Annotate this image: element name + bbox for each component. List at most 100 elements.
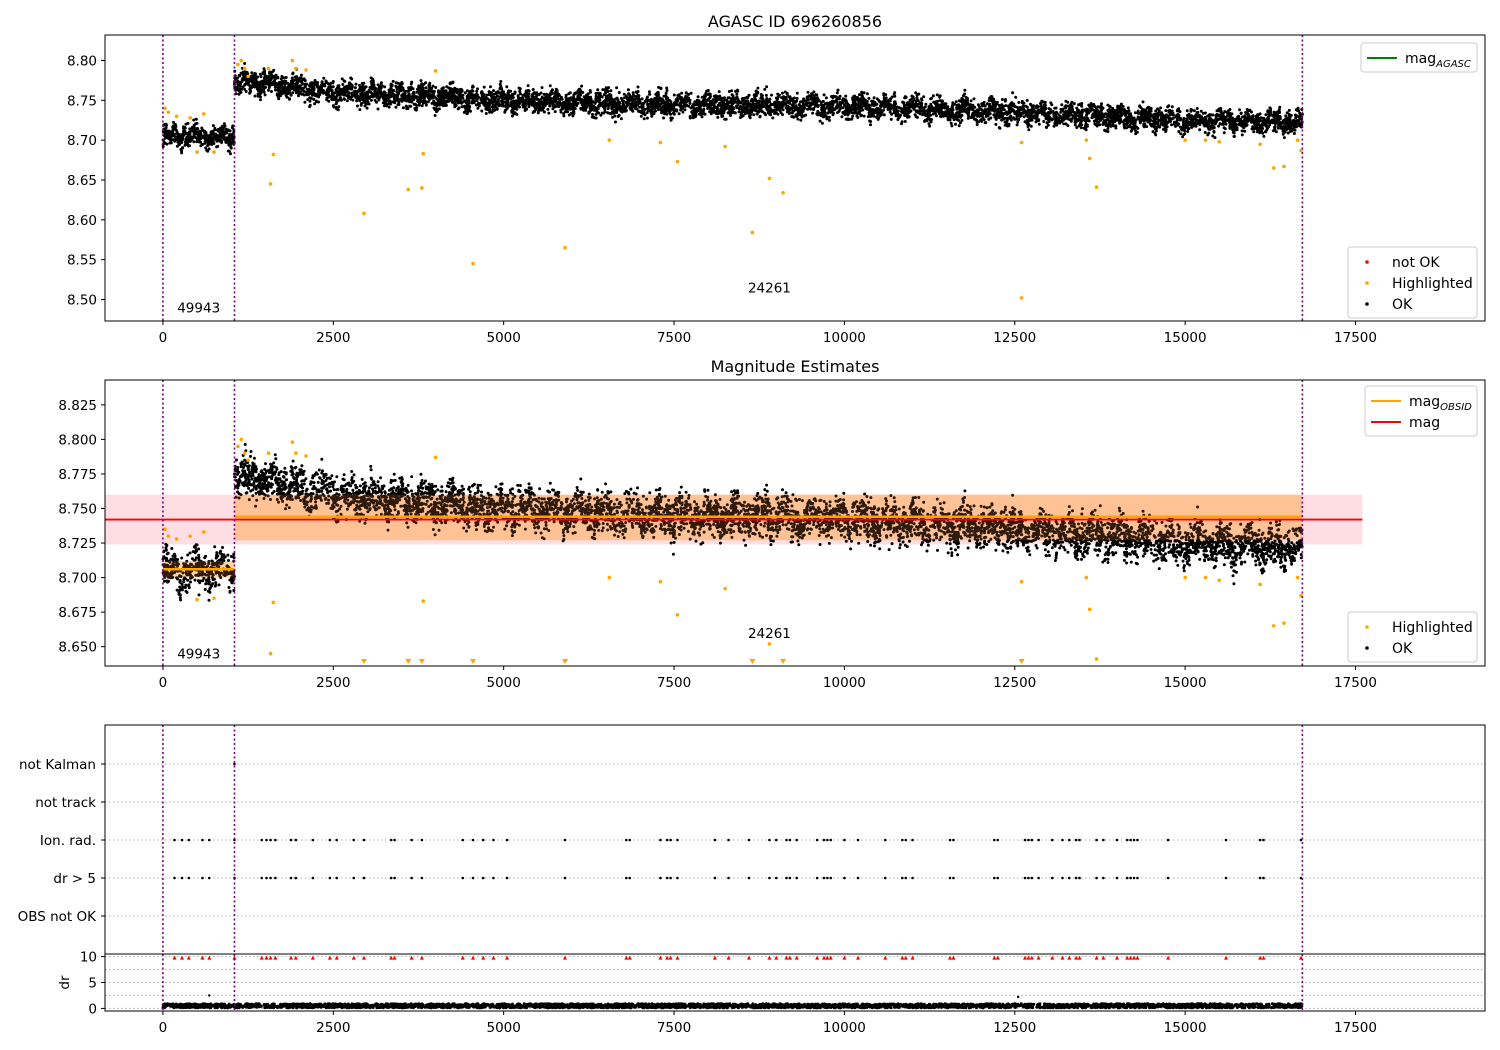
highlighted-point <box>1203 575 1208 580</box>
flag-point <box>294 838 298 842</box>
highlighted-point <box>1258 142 1262 146</box>
dr-over-limit-marker <box>1132 955 1137 960</box>
flag-point <box>269 876 272 880</box>
flag-point <box>774 876 778 880</box>
highlighted-point <box>420 186 424 190</box>
below-range-marker <box>562 659 568 664</box>
highlighted-point <box>1019 296 1024 300</box>
flag-point <box>1061 876 1064 880</box>
y-tick-label: 8.750 <box>58 501 97 517</box>
dr-over-limit-marker <box>951 955 956 960</box>
flag-point <box>260 838 264 842</box>
flag-point <box>676 876 679 880</box>
flag-point <box>352 876 356 880</box>
highlighted-point <box>268 651 273 656</box>
y-tick-label: 8.50 <box>67 292 97 308</box>
highlighted-point <box>239 58 244 63</box>
highlighted-point <box>421 151 426 156</box>
dr-over-limit-marker <box>787 955 792 960</box>
legend-dot-marker <box>1365 302 1369 306</box>
flag-point <box>180 876 184 880</box>
legend-label: not OK <box>1392 255 1440 271</box>
flag-point <box>274 876 277 880</box>
flag-point <box>1061 838 1064 842</box>
dr-over-limit-marker <box>351 955 356 960</box>
flag-point <box>362 876 366 880</box>
flag-point <box>911 838 914 842</box>
dr-over-limit-marker <box>1077 955 1082 960</box>
flag-point <box>265 876 268 880</box>
y-tick-label: not track <box>35 795 96 811</box>
flag-point <box>669 838 672 842</box>
highlighted-point <box>563 245 567 250</box>
flag-point <box>676 838 679 842</box>
dr-over-limit-marker <box>310 955 315 960</box>
flag-point <box>1102 876 1105 880</box>
flag-point <box>1136 838 1139 842</box>
dr-over-limit-marker <box>259 955 264 960</box>
flag-point <box>420 876 424 880</box>
dr-over-limit-marker <box>821 955 826 960</box>
flag-point <box>815 838 819 842</box>
flag-point <box>774 838 778 842</box>
flag-point <box>727 838 730 842</box>
obsid-annotation: 49943 <box>177 300 220 316</box>
legend-dot-marker <box>1365 260 1369 264</box>
y-tick-label: not Kalman <box>19 757 96 773</box>
flag-point <box>665 876 669 880</box>
agasc-magnitude-panel: AGASC ID 696260856 49943 24261 0 2500 5000 750… <box>67 12 1486 346</box>
highlighted-point <box>174 537 179 541</box>
y-tick-label: 8.675 <box>58 605 97 621</box>
below-range-marker <box>749 659 756 664</box>
dr-over-limit-marker <box>995 955 1000 960</box>
y-tick-label: 8.725 <box>58 536 97 552</box>
highlighted-point <box>471 261 475 266</box>
flag-point <box>628 838 632 842</box>
dr-over-limit-marker <box>419 955 424 960</box>
flag-point <box>1078 876 1081 880</box>
below-range-marker <box>1018 659 1025 664</box>
obsid-annotation: 24261 <box>748 281 791 297</box>
dr-over-limit-marker <box>992 955 997 960</box>
dr-over-limit-marker <box>563 955 567 960</box>
dr-over-limit-marker <box>665 955 670 960</box>
dr-over-limit-marker <box>460 955 465 960</box>
y-tick-label: 8.65 <box>67 173 97 189</box>
highlighted-point <box>290 440 295 444</box>
dr-over-limit-marker <box>1135 955 1140 960</box>
highlighted-point <box>433 455 438 460</box>
flags-panel: not Kalman not track Ion. rad. dr > 5 OBS no… <box>18 724 1486 955</box>
dr-over-limit-marker <box>172 955 177 960</box>
dr-over-limit-marker <box>409 955 414 960</box>
flag-point <box>207 838 211 842</box>
dr-outlier-point <box>208 994 211 997</box>
x-tick-label: 2500 <box>316 1020 350 1036</box>
dr-over-limit-marker <box>726 955 731 960</box>
dr-over-limit-marker <box>668 955 673 960</box>
x-tick-label: 10000 <box>823 1020 866 1036</box>
y-tick-label: 8.650 <box>58 640 97 656</box>
flag-point <box>461 876 465 880</box>
flag-point <box>328 838 332 842</box>
dr-over-limit-marker <box>1036 955 1041 960</box>
y-tick-label: 5 <box>88 976 97 992</box>
below-range-markers <box>360 659 1025 664</box>
x-tick-label: 2500 <box>316 330 350 346</box>
highlighted-point <box>658 140 663 145</box>
flag-point <box>727 876 730 880</box>
dr-point-cloud <box>161 1002 1304 1010</box>
x-tick-label: 17500 <box>1334 1020 1377 1036</box>
dr-over-limit-marker <box>491 955 496 960</box>
dr-over-limit-marker <box>389 955 394 960</box>
flag-point <box>785 876 788 880</box>
highlighted-point <box>202 530 206 534</box>
dr-over-limit-marker <box>883 955 888 960</box>
axes-frame <box>104 379 1486 667</box>
dr-over-limit-marker <box>505 955 510 960</box>
highlighted-point <box>188 116 192 120</box>
flag-point <box>1136 876 1139 880</box>
highlighted-point <box>212 596 216 601</box>
x-tick-label: 10000 <box>823 330 866 346</box>
highlighted-point <box>1084 138 1089 142</box>
flag-point <box>362 838 366 842</box>
